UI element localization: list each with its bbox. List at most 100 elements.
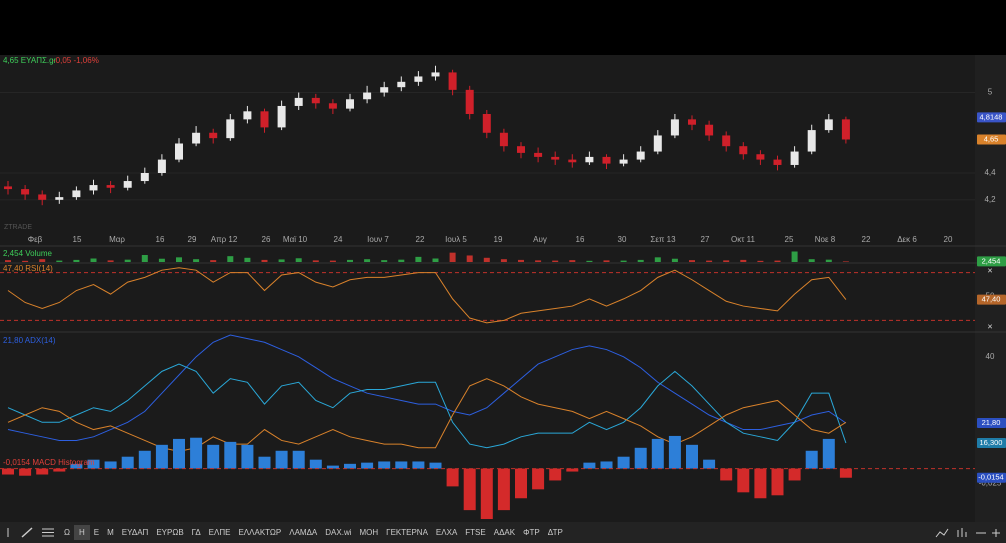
tool-icons bbox=[7, 527, 54, 538]
y-tick-label: 5 bbox=[988, 88, 993, 97]
volume-bar bbox=[56, 260, 63, 262]
macd-bar bbox=[497, 468, 510, 511]
toolbar-button[interactable]: Ω bbox=[64, 528, 70, 537]
panel-legend: -0,0154 MACD Histogram bbox=[3, 458, 95, 467]
macd-bar bbox=[395, 461, 408, 469]
candle-body bbox=[89, 185, 98, 191]
candle-body bbox=[756, 154, 765, 160]
candle-body bbox=[175, 143, 183, 160]
candle-body bbox=[551, 156, 560, 160]
symbol-label: 4,65 ΕΥΑΠΣ.gr bbox=[3, 56, 57, 65]
candle-body bbox=[226, 119, 235, 139]
toolbar-right-icons bbox=[935, 528, 1000, 538]
candle-body bbox=[328, 103, 337, 109]
price-tag-label: 47,40 bbox=[982, 295, 1001, 304]
toolbar-button[interactable]: ΓΔ bbox=[191, 528, 201, 537]
toolbar-button[interactable]: Η bbox=[73, 525, 90, 540]
volume-bar bbox=[569, 260, 576, 262]
toolbar-button[interactable]: ΕΛΛΑΚΤΩΡ bbox=[238, 528, 282, 537]
volume-bar bbox=[261, 259, 268, 262]
candle-body bbox=[722, 135, 731, 147]
x-tick-label: 25 bbox=[785, 235, 794, 244]
macd-bar bbox=[446, 468, 459, 487]
candle-body bbox=[448, 72, 457, 90]
price-tag-label: 21,80 bbox=[982, 418, 1001, 427]
x-tick-label: 15 bbox=[73, 235, 82, 244]
price-tag bbox=[977, 134, 1006, 145]
toolbar-button[interactable]: ΓΕΚΤΕΡΝΑ bbox=[386, 528, 428, 537]
candle-body bbox=[346, 99, 354, 109]
macd-bar bbox=[258, 456, 271, 469]
candle-body bbox=[739, 146, 748, 155]
candle-body bbox=[705, 124, 714, 136]
volume-bar bbox=[535, 260, 542, 262]
macd-bar bbox=[788, 468, 801, 481]
icon[interactable] bbox=[21, 527, 33, 538]
macd-bar bbox=[275, 450, 288, 469]
macd-bar bbox=[173, 438, 185, 469]
toolbar-button[interactable]: ΑΔΑΚ bbox=[493, 528, 516, 537]
icon[interactable] bbox=[992, 529, 1000, 537]
volume-bar bbox=[552, 260, 559, 262]
volume-bar bbox=[689, 260, 695, 262]
macd-bar bbox=[805, 450, 818, 469]
toolbar-button[interactable]: ΕΛΧΑ bbox=[435, 528, 458, 537]
macd-bar bbox=[292, 450, 305, 469]
volume-bar bbox=[586, 260, 593, 262]
candle-body bbox=[499, 132, 508, 147]
toolbar-button[interactable]: ΕΥΡΩΒ bbox=[156, 528, 184, 537]
volume-bar bbox=[73, 259, 80, 262]
macd-bar bbox=[686, 444, 698, 469]
candle-body bbox=[653, 135, 662, 152]
volume-bar bbox=[757, 260, 764, 262]
icon[interactable] bbox=[957, 528, 967, 537]
close-icon[interactable]: × bbox=[987, 321, 992, 331]
x-tick-label: 30 bbox=[618, 235, 627, 244]
macd-bar bbox=[87, 459, 100, 469]
volume-bar bbox=[637, 259, 644, 262]
toolbar-button[interactable]: ΕΥΔΑΠ bbox=[121, 528, 149, 537]
toolbar-button[interactable]: ΔΤΡ bbox=[547, 528, 563, 537]
toolbar-button[interactable]: FTSE bbox=[465, 528, 486, 537]
candle-body bbox=[790, 151, 799, 165]
volume-bar bbox=[227, 256, 234, 262]
macd-bar bbox=[104, 461, 117, 469]
candle-body bbox=[482, 114, 491, 133]
candle-body bbox=[4, 186, 12, 190]
toolbar-button[interactable]: DAX.wi bbox=[325, 528, 352, 537]
toolbar-button[interactable]: Μ bbox=[107, 528, 114, 537]
candle-body bbox=[670, 119, 679, 136]
price-tag bbox=[977, 472, 1006, 483]
y-tick-label: 4,4 bbox=[984, 168, 996, 177]
candle-body bbox=[55, 197, 64, 200]
candle-body bbox=[568, 159, 577, 163]
volume-bar bbox=[364, 259, 371, 262]
macd-bar bbox=[155, 444, 168, 469]
volume-bar bbox=[295, 258, 302, 262]
toolbar-button[interactable]: ΕΛΠΕ bbox=[208, 528, 231, 537]
macd-bar bbox=[583, 462, 596, 469]
toolbar-button[interactable]: Ε bbox=[93, 528, 100, 537]
close-icon[interactable]: × bbox=[987, 265, 992, 275]
panel-legend: 2,454 Volume bbox=[3, 249, 52, 258]
icon[interactable] bbox=[935, 528, 949, 538]
candle-body bbox=[294, 97, 303, 106]
toolbar-button[interactable]: ΜΟΗ bbox=[359, 528, 379, 537]
volume-bar bbox=[312, 260, 319, 262]
toolbar-button[interactable]: ΦΤΡ bbox=[523, 528, 540, 537]
icon[interactable] bbox=[42, 528, 54, 537]
price-tag bbox=[977, 294, 1006, 305]
candle-body bbox=[824, 119, 833, 131]
macd-bar bbox=[754, 468, 767, 499]
x-tick-label: Απρ 12 bbox=[211, 235, 238, 244]
volume-bar bbox=[723, 260, 730, 262]
price-tag-label: 4,8148 bbox=[980, 112, 1003, 121]
x-tick-label: 22 bbox=[862, 235, 871, 244]
candle-body bbox=[534, 152, 543, 157]
toolbar-button[interactable]: ΛΑΜΔΑ bbox=[289, 528, 318, 537]
macd-bar bbox=[19, 468, 32, 476]
candle-body bbox=[585, 156, 594, 163]
candle-body bbox=[517, 146, 525, 153]
price-tag-label: 2,454 bbox=[982, 256, 1001, 265]
